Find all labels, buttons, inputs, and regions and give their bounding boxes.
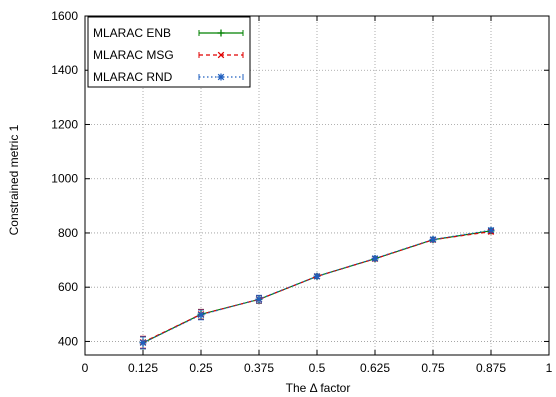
data-point-mlarac-rnd: [139, 339, 147, 347]
x-ticks: 0 0.125 0.25 0.375 0.5 0.625 0.75 0.875 1: [82, 16, 553, 375]
y-tick-label: 1000: [51, 172, 78, 186]
legend-label-mlarac-enb: MLARAC ENB: [93, 26, 171, 40]
legend-marker-mlarac-enb: [217, 29, 225, 37]
data-point-mlarac-rnd: [313, 272, 321, 280]
series-markers: [139, 226, 495, 347]
y-tick-label: 1600: [51, 9, 78, 23]
y-ticks: 400 600 800 1000 1200 1400 1600: [51, 9, 549, 348]
x-tick-label: 0.625: [360, 361, 390, 375]
y-tick-label: 600: [58, 280, 78, 294]
legend-marker-mlarac-msg: [217, 51, 225, 59]
y-tick-label: 1400: [51, 63, 78, 77]
data-point-mlarac-rnd: [487, 226, 495, 234]
y-axis-label: Constrained metric 1: [7, 124, 21, 235]
x-tick-label: 0.25: [189, 361, 213, 375]
x-tick-label: 0.875: [476, 361, 506, 375]
legend-label-mlarac-msg: MLARAC MSG: [93, 48, 174, 62]
error-bars: [140, 227, 494, 350]
y-tick-label: 1200: [51, 117, 78, 131]
y-tick-label: 800: [58, 226, 78, 240]
data-point-mlarac-rnd: [197, 311, 205, 319]
x-tick-label: 0: [82, 361, 89, 375]
legend-marker-mlarac-rnd: [217, 73, 225, 81]
x-tick-label: 0.125: [128, 361, 158, 375]
x-tick-label: 0.375: [244, 361, 274, 375]
legend: MLARAC ENB MLARAC MSG MLARAC RND: [87, 16, 251, 88]
y-tick-label: 400: [58, 334, 78, 348]
data-point-mlarac-rnd: [429, 235, 437, 243]
data-point-mlarac-rnd: [255, 295, 263, 303]
data-point-mlarac-rnd: [371, 254, 379, 262]
legend-label-mlarac-rnd: MLARAC RND: [93, 70, 173, 84]
x-axis-label: The Δ factor: [286, 381, 351, 395]
x-tick-label: 0.5: [309, 361, 326, 375]
x-tick-label: 0.75: [421, 361, 445, 375]
x-tick-label: 1: [546, 361, 553, 375]
